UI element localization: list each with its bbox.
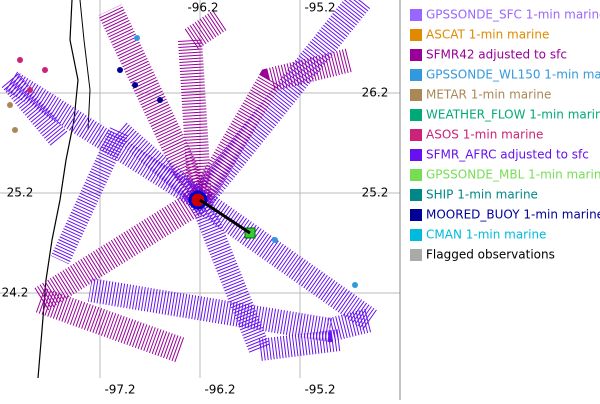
legend-label: SHIP 1-min marine [426, 188, 538, 202]
lon-label: -97.2 [104, 383, 135, 397]
legend-swatch [410, 169, 422, 181]
legend-swatch [410, 29, 422, 41]
legend-swatch [410, 229, 422, 241]
legend-swatch [410, 209, 422, 221]
lat-label: 25.2 [7, 186, 34, 200]
legend-swatch [410, 189, 422, 201]
lon-label: -95.2 [304, 383, 335, 397]
legend-label: METAR 1-min marine [426, 88, 551, 102]
track [50, 113, 207, 265]
legend-swatch [410, 149, 422, 161]
stations [7, 35, 358, 288]
lat-label: 24.2 [2, 286, 29, 300]
track [1, 70, 206, 210]
legend-swatch [410, 89, 422, 101]
legend-swatch [410, 49, 422, 61]
legend-label: ASOS 1-min marine [426, 128, 543, 142]
coastline [79, 0, 91, 131]
legend-label: ASCAT 1-min marine [426, 28, 549, 42]
track [88, 190, 399, 343]
coastline [37, 0, 79, 379]
legend-label: MOORED_BUOY 1-min marine [426, 208, 600, 222]
legend-swatch [410, 249, 422, 261]
track [189, 48, 353, 207]
map: -96.2 -95.2 26.2 25.2 25.2 24.2 -97.2 -9… [0, 0, 401, 400]
legend-label: Flagged observations [426, 248, 555, 262]
track [98, 4, 212, 206]
legend-swatch [410, 69, 422, 81]
legend: GPSSONDE_SFC 1-min marine ASCAT 1-min mar… [410, 8, 600, 262]
legend-label: GPSSONDE_MBL 1-min marine [426, 168, 600, 182]
legend-swatch [410, 109, 422, 121]
legend-label: GPSSONDE_SFC 1-min marine [426, 8, 600, 22]
legend-label: GPSSONDE_WL150 1-min marine [426, 68, 600, 82]
lat-label: 25.2 [362, 186, 389, 200]
legend-swatch [410, 9, 422, 21]
tracks [1, 0, 399, 363]
lon-label: -95.2 [304, 1, 335, 15]
lat-label: 26.2 [362, 86, 389, 100]
lon-label: -96.2 [204, 383, 235, 397]
legend-swatch [410, 129, 422, 141]
legend-label: CMAN 1-min marine [426, 228, 546, 242]
legend-label: WEATHER_FLOW 1-min marine [426, 108, 600, 122]
lon-label: -96.2 [187, 1, 218, 15]
legend-label: SFMR42 adjusted to sfc [426, 48, 567, 62]
legend-label: SFMR_AFRC adjusted to sfc [426, 148, 589, 162]
